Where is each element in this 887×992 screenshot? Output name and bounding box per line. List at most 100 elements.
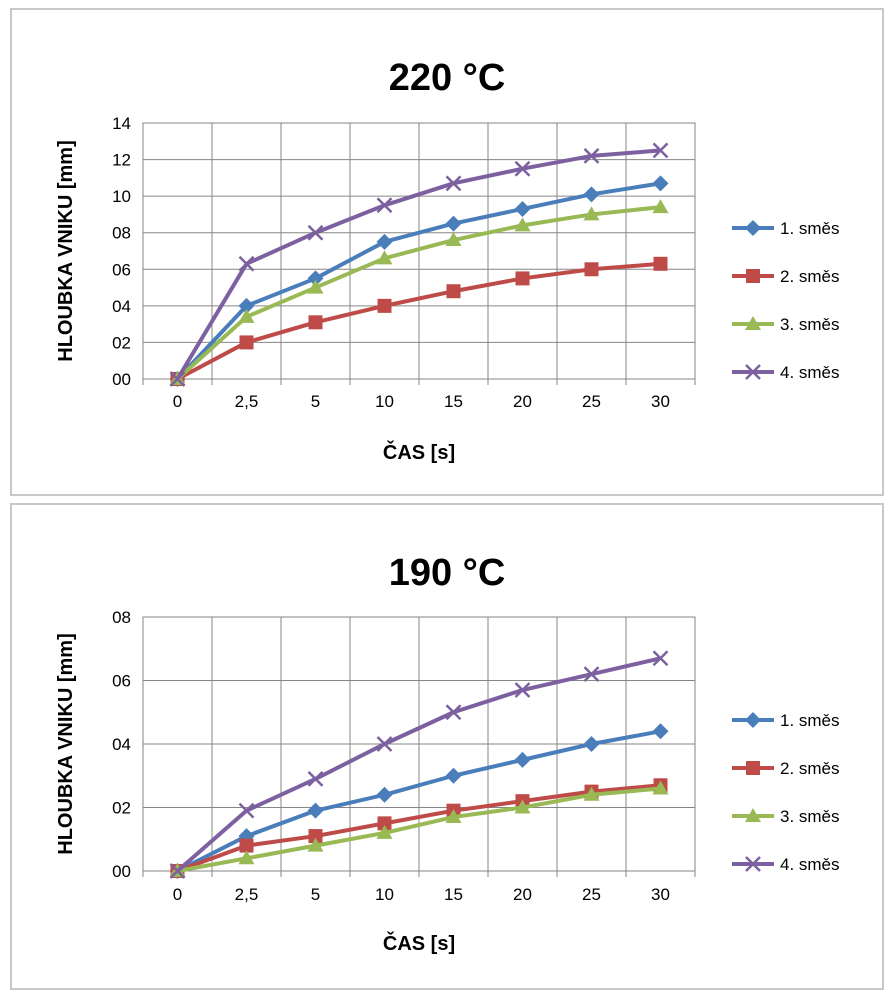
- data-point: [514, 799, 531, 814]
- y-axis-label: HLOUBKA VNIKU [mm]: [55, 633, 77, 854]
- legend-item: 2. směs: [732, 759, 840, 778]
- data-point: [308, 315, 323, 330]
- legend-item: 3. směs: [732, 315, 840, 334]
- legend-marker: [746, 761, 760, 775]
- y-tick-label: 08: [112, 224, 131, 243]
- legend-marker: [745, 856, 761, 872]
- data-point: [307, 837, 324, 852]
- legend-label: 2. směs: [780, 759, 840, 778]
- x-tick-label: 5: [311, 392, 320, 411]
- series-4: [169, 650, 669, 879]
- series-line: [176, 261, 661, 381]
- x-tick-label: 15: [444, 885, 463, 904]
- data-point: [376, 233, 393, 250]
- legend-label: 3. směs: [780, 315, 840, 334]
- x-tick-label: 30: [651, 392, 670, 411]
- y-tick-label: 10: [112, 187, 131, 206]
- data-point: [307, 270, 324, 287]
- data-point: [514, 682, 531, 698]
- data-point: [584, 262, 599, 277]
- data-point: [446, 284, 461, 299]
- series-line: [176, 181, 661, 381]
- legend-item: 3. směs: [732, 807, 840, 826]
- series-line: [176, 205, 661, 381]
- legend-label: 4. směs: [780, 855, 840, 874]
- y-tick-label: 00: [112, 370, 131, 389]
- data-point: [583, 206, 600, 221]
- x-tick-label: 10: [375, 885, 394, 904]
- data-point: [583, 736, 600, 752]
- y-tick-label: 00: [112, 862, 131, 881]
- data-point: [238, 850, 255, 865]
- y-tick-label: 06: [112, 672, 131, 691]
- legend-label: 4. směs: [780, 363, 840, 382]
- x-axis-label: ČAS [s]: [383, 931, 455, 955]
- data-point: [445, 767, 462, 784]
- y-tick-label: 08: [112, 608, 131, 627]
- chart-panel-220: 220 °C 00 02 04 06 08 10 12 14 0 2,5 5 10 15 20 25 30 ČAS…: [10, 8, 884, 496]
- x-tick-label: 20: [513, 885, 532, 904]
- legend-item: 4. směs: [732, 855, 840, 874]
- chart-panel-190: 190 °C 00 02 04 06 08 0 2,5 5 10 15 20 25 30 ČAS [s] HL…: [10, 503, 884, 990]
- data-point: [652, 723, 669, 740]
- y-tick-label: 02: [112, 333, 131, 352]
- legend-marker: [745, 808, 761, 822]
- data-point: [445, 704, 462, 721]
- data-point: [515, 271, 530, 286]
- data-point: [307, 279, 324, 294]
- data-point: [377, 298, 392, 313]
- y-tick-label: 14: [112, 114, 131, 133]
- legend-item: 1. směs: [732, 711, 840, 730]
- data-point: [583, 666, 600, 683]
- data-point: [307, 802, 324, 819]
- data-point: [445, 215, 462, 232]
- x-tick-label: 30: [651, 885, 670, 904]
- data-point: [376, 250, 393, 265]
- x-axis-label: ČAS [s]: [383, 440, 455, 464]
- legend-marker: [745, 316, 761, 330]
- x-tick-label: 20: [513, 392, 532, 411]
- data-point: [652, 199, 669, 214]
- chart-title: 220 °C: [389, 57, 506, 99]
- series-4: [169, 142, 669, 387]
- data-point: [307, 224, 324, 241]
- line-chart-220: 220 °C 00 02 04 06 08 10 12 14 0 2,5 5 10 15 20 25 30 ČAS…: [55, 57, 840, 464]
- line-chart-190: 190 °C 00 02 04 06 08 0 2,5 5 10 15 20 25 30 ČAS [s] HL…: [55, 552, 840, 955]
- y-axis-label: HLOUBKA VNIKU [mm]: [55, 140, 77, 361]
- legend-marker: [745, 220, 761, 236]
- data-point: [377, 816, 392, 831]
- data-point: [376, 736, 393, 752]
- data-point: [653, 256, 668, 271]
- data-point: [239, 838, 254, 853]
- series-line: [175, 148, 661, 381]
- data-point: [514, 217, 531, 232]
- data-point: [238, 297, 255, 314]
- data-point: [308, 829, 323, 844]
- series-line: [176, 656, 661, 873]
- x-tick-label: 10: [375, 392, 394, 411]
- legend-item: 1. směs: [732, 219, 840, 238]
- legend-item: 2. směs: [732, 267, 840, 286]
- x-tick-label: 15: [444, 392, 463, 411]
- series-3: [169, 780, 669, 877]
- legend-label: 3. směs: [780, 807, 840, 826]
- data-point: [238, 255, 255, 272]
- data-point: [376, 824, 393, 839]
- y-tick-label: 06: [112, 260, 131, 279]
- x-tick-label: 2,5: [235, 885, 259, 904]
- data-point: [583, 786, 600, 801]
- data-point: [514, 160, 531, 177]
- data-point: [514, 200, 531, 217]
- y-tick-label: 04: [112, 735, 131, 754]
- legend-label: 2. směs: [780, 267, 840, 286]
- data-point: [652, 175, 669, 192]
- legend-marker: [745, 712, 761, 728]
- data-point: [445, 232, 462, 247]
- x-tick-label: 5: [311, 885, 320, 904]
- x-tick-label: 2,5: [235, 392, 259, 411]
- data-point: [652, 780, 669, 795]
- data-point: [445, 175, 462, 192]
- data-point: [238, 308, 255, 323]
- data-point: [583, 186, 600, 203]
- data-point: [376, 786, 393, 803]
